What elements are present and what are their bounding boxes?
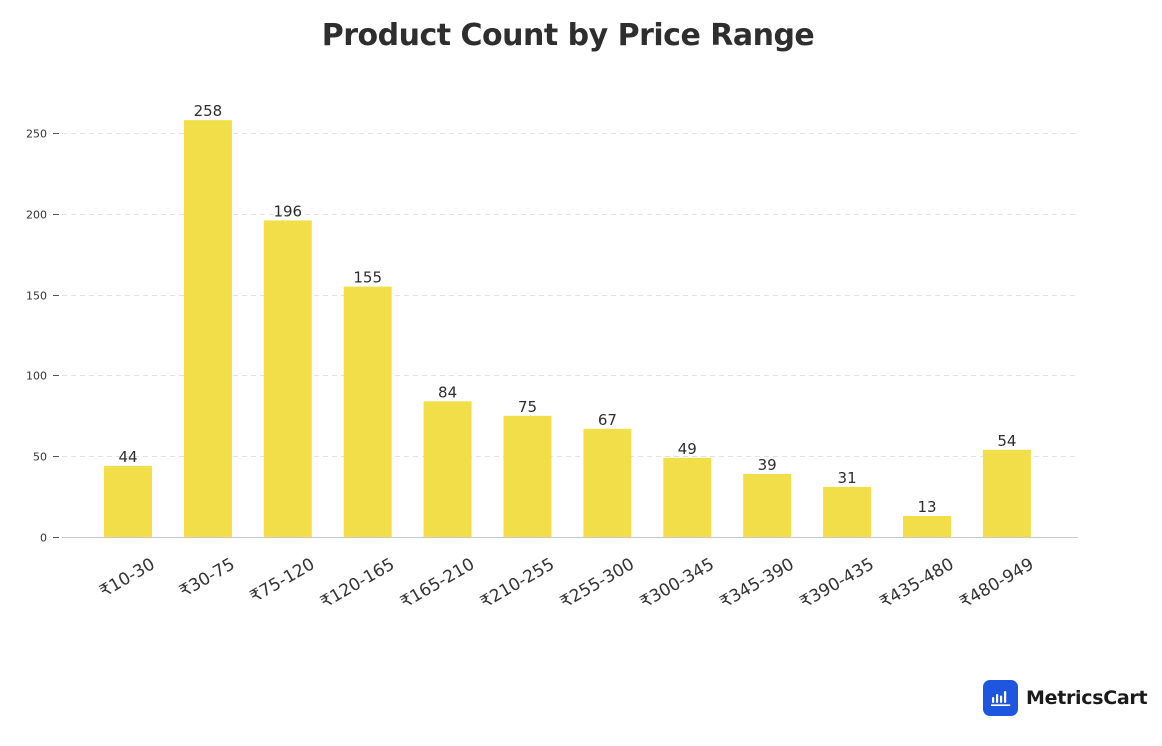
data-label: 258 [194, 102, 223, 120]
bar [104, 465, 152, 537]
y-tick-label: 250 [26, 128, 47, 141]
bar [183, 120, 232, 537]
y-tick-label: 100 [26, 370, 47, 383]
data-label: 13 [917, 498, 936, 516]
chart-title: Product Count by Price Range [321, 18, 815, 53]
bar [503, 415, 552, 537]
data-label: 196 [273, 202, 302, 220]
data-label: 84 [438, 383, 457, 401]
data-label: 67 [598, 411, 617, 429]
x-tick-label: ₹10-30 [96, 554, 158, 601]
y-axis: 0 50 100 150 200 250 [26, 128, 59, 545]
bars [104, 120, 1031, 537]
x-tick-label: ₹300-345 [637, 554, 718, 612]
data-labels: 44 258 196 155 84 75 67 49 39 31 13 54 [118, 102, 1016, 516]
x-tick-label: ₹210-255 [477, 554, 558, 612]
x-axis: ₹10-30 ₹30-75 ₹75-120 ₹120-165 ₹165-210 ₹210-… [96, 554, 1037, 612]
y-tick-label: 50 [33, 451, 47, 464]
bar [823, 486, 872, 537]
data-label: 44 [118, 448, 137, 466]
bar [263, 220, 312, 537]
data-label: 49 [678, 440, 697, 458]
x-tick-label: ₹30-75 [176, 554, 238, 601]
data-label: 39 [758, 456, 777, 474]
data-label: 31 [838, 469, 857, 487]
bar [743, 474, 792, 537]
y-tick-label: 200 [26, 209, 47, 222]
x-tick-label: ₹345-390 [717, 554, 798, 612]
x-tick-label: ₹435-480 [877, 554, 958, 612]
x-tick-label: ₹390-435 [797, 554, 878, 612]
bar [423, 401, 472, 537]
bar [583, 428, 632, 537]
brand-watermark: MetricsCart [983, 680, 1148, 716]
y-tick-label: 0 [40, 532, 47, 545]
brand-name: MetricsCart [1026, 687, 1148, 709]
data-label: 75 [518, 398, 537, 416]
x-tick-label: ₹75-120 [247, 554, 319, 607]
x-tick-label: ₹120-165 [317, 554, 398, 612]
bar [903, 516, 951, 537]
grid-layer [62, 133, 1078, 457]
x-tick-label: ₹165-210 [397, 554, 478, 612]
bar-chart-icon [983, 680, 1018, 716]
x-tick-label: ₹480-949 [957, 554, 1038, 612]
data-label: 155 [353, 269, 382, 287]
x-tick-label: ₹255-300 [557, 554, 638, 612]
bar [982, 449, 1031, 537]
data-label: 54 [997, 432, 1016, 450]
bar [343, 286, 392, 537]
y-tick-label: 150 [26, 290, 47, 303]
bar [663, 457, 712, 537]
